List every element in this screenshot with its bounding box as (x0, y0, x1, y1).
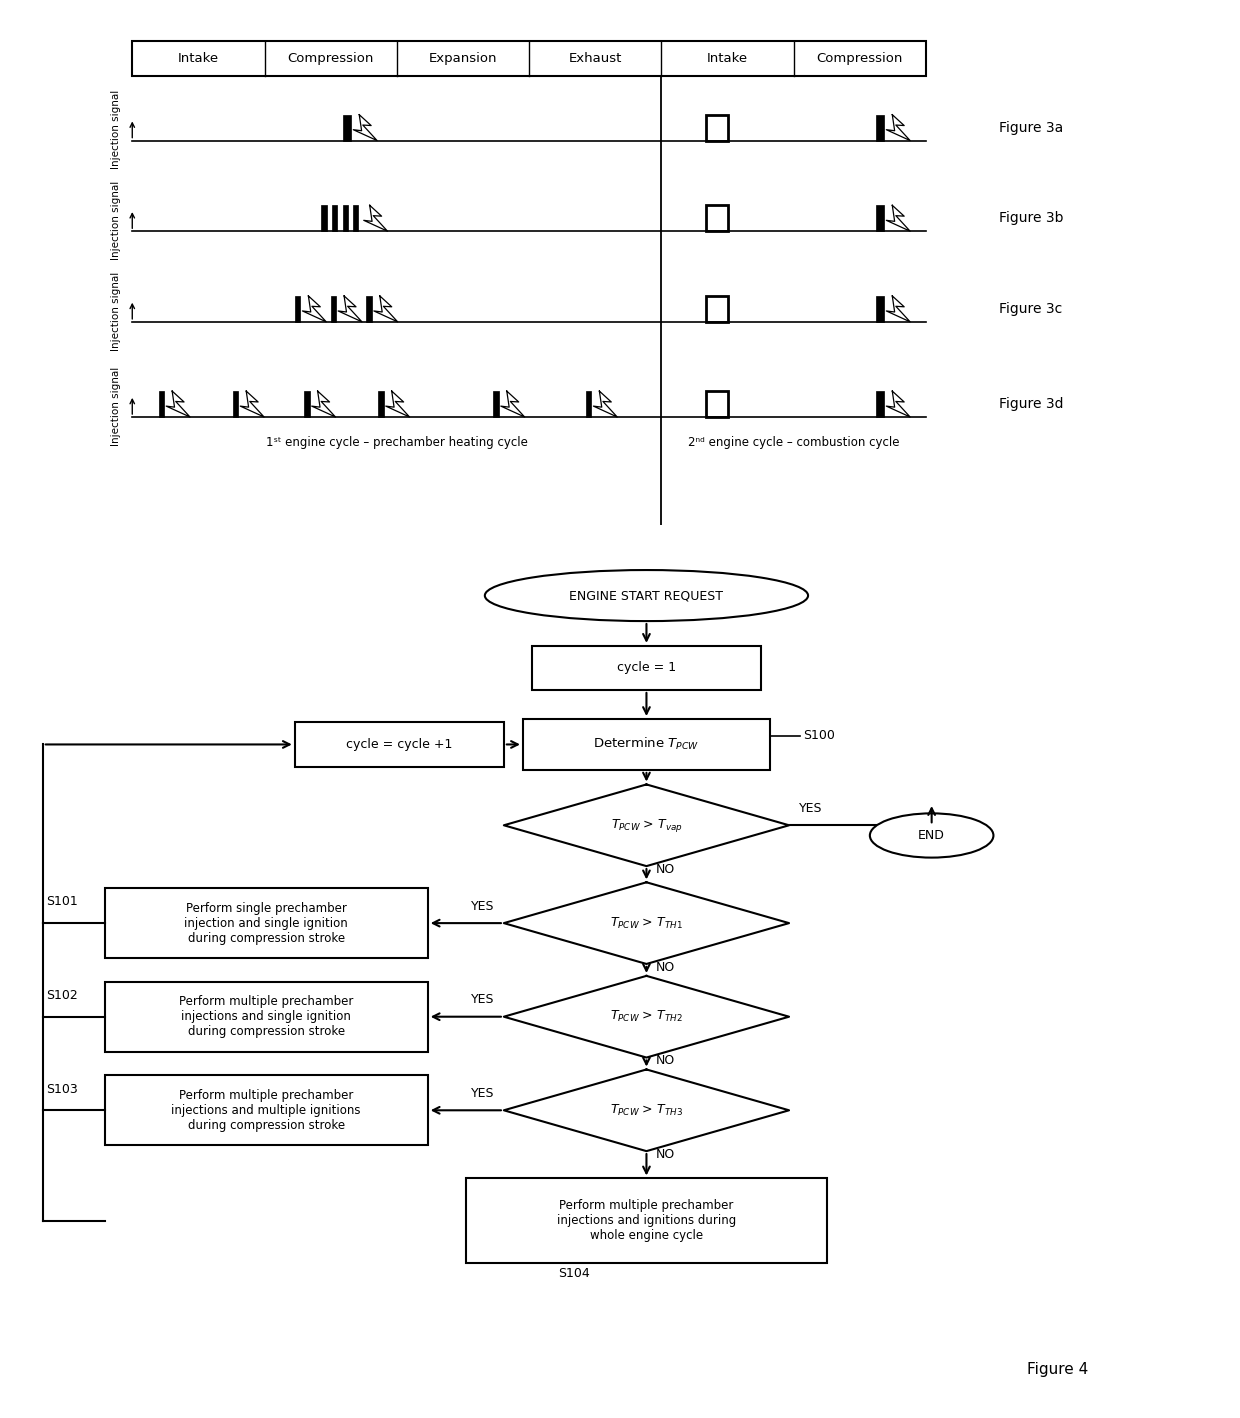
Text: 1ˢᵗ engine cycle – prechamber heating cycle: 1ˢᵗ engine cycle – prechamber heating cy… (265, 435, 528, 450)
Text: Compression: Compression (817, 52, 903, 65)
Bar (587, 391, 591, 417)
Text: Injection signal: Injection signal (112, 91, 122, 169)
Bar (494, 391, 498, 417)
Bar (706, 296, 728, 322)
Bar (366, 296, 372, 322)
Text: Expansion: Expansion (429, 52, 497, 65)
Bar (332, 206, 337, 231)
Text: Compression: Compression (288, 52, 373, 65)
Bar (104, 1075, 428, 1146)
Text: S103: S103 (46, 1082, 78, 1096)
Text: S102: S102 (46, 988, 78, 1003)
Text: YES: YES (471, 994, 495, 1007)
Bar (875, 296, 884, 322)
Bar (706, 391, 728, 417)
Text: Exhaust: Exhaust (568, 52, 622, 65)
Text: S100: S100 (804, 729, 836, 743)
Bar (304, 391, 310, 417)
Text: ENGINE START REQUEST: ENGINE START REQUEST (569, 588, 723, 603)
Text: S101: S101 (46, 895, 78, 909)
Text: $T_{PCW}$ > $T_{TH1}$: $T_{PCW}$ > $T_{TH1}$ (610, 916, 683, 930)
Bar (104, 981, 428, 1052)
Text: NO: NO (656, 961, 676, 974)
Bar (466, 1178, 827, 1263)
Text: Intake: Intake (177, 52, 219, 65)
Text: $T_{PCW}$ > $T_{TH2}$: $T_{PCW}$ > $T_{TH2}$ (610, 1010, 683, 1024)
Text: YES: YES (799, 803, 822, 815)
Text: NO: NO (656, 1055, 676, 1068)
Bar (523, 719, 770, 770)
Bar (353, 206, 358, 231)
Text: Intake: Intake (707, 52, 748, 65)
Text: Determine $T_{PCW}$: Determine $T_{PCW}$ (594, 736, 699, 753)
Ellipse shape (870, 814, 993, 858)
Text: S104: S104 (558, 1268, 589, 1280)
Polygon shape (503, 1069, 789, 1151)
Text: YES: YES (471, 1088, 495, 1100)
Text: Perform single prechamber
injection and single ignition
during compression strok: Perform single prechamber injection and … (185, 902, 348, 944)
Bar (706, 206, 728, 231)
Bar (159, 391, 164, 417)
Text: Injection signal: Injection signal (112, 180, 122, 259)
Bar (295, 722, 503, 767)
Polygon shape (503, 976, 789, 1058)
Bar (532, 645, 760, 691)
Text: cycle = 1: cycle = 1 (616, 661, 676, 675)
Text: cycle = cycle +1: cycle = cycle +1 (346, 737, 453, 752)
Bar (875, 206, 884, 231)
Bar (331, 296, 336, 322)
Polygon shape (503, 882, 789, 964)
Text: 2ⁿᵈ engine cycle – combustion cycle: 2ⁿᵈ engine cycle – combustion cycle (688, 435, 899, 450)
Text: Perform multiple prechamber
injections and multiple ignitions
during compression: Perform multiple prechamber injections a… (171, 1089, 361, 1132)
Ellipse shape (485, 570, 808, 621)
Text: Figure 3c: Figure 3c (998, 302, 1061, 316)
Text: NO: NO (656, 864, 676, 876)
Bar (342, 206, 348, 231)
Text: YES: YES (471, 900, 495, 913)
Text: Figure 3a: Figure 3a (998, 121, 1063, 135)
Text: END: END (918, 830, 945, 842)
Bar (295, 296, 300, 322)
Text: Injection signal: Injection signal (112, 271, 122, 350)
Text: Figure 3b: Figure 3b (998, 211, 1063, 225)
Text: $T_{PCW}$ > $T_{vap}$: $T_{PCW}$ > $T_{vap}$ (610, 817, 682, 834)
Bar (133, 41, 926, 75)
Bar (706, 115, 728, 140)
Bar (104, 888, 428, 959)
Text: Injection signal: Injection signal (112, 366, 122, 445)
Bar (378, 391, 383, 417)
Bar (233, 391, 238, 417)
Bar (875, 115, 884, 140)
Text: $T_{PCW}$ > $T_{TH3}$: $T_{PCW}$ > $T_{TH3}$ (610, 1103, 683, 1117)
Bar (342, 115, 351, 140)
Polygon shape (503, 784, 789, 866)
Text: Figure 3d: Figure 3d (998, 397, 1063, 411)
Bar (875, 391, 884, 417)
Text: Perform multiple prechamber
injections and ignitions during
whole engine cycle: Perform multiple prechamber injections a… (557, 1200, 737, 1242)
Text: NO: NO (656, 1149, 676, 1161)
Bar (321, 206, 326, 231)
Text: Perform multiple prechamber
injections and single ignition
during compression st: Perform multiple prechamber injections a… (179, 995, 353, 1038)
Text: Figure 4: Figure 4 (1027, 1363, 1087, 1377)
